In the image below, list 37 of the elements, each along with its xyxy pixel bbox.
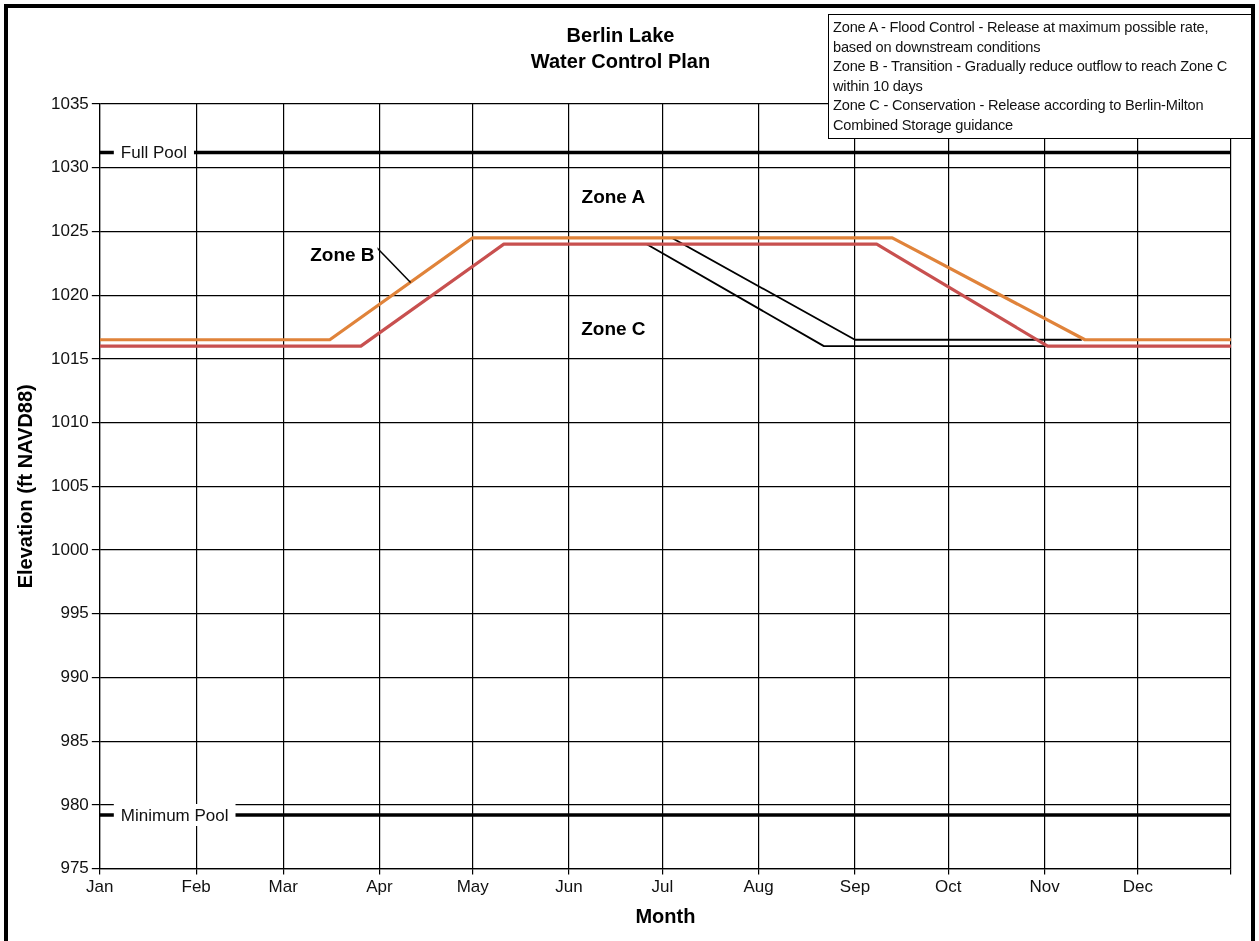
y-tick-label: 1005 [50, 475, 89, 495]
y-tick-label: 1030 [50, 157, 89, 177]
y-tick-label: 1015 [50, 348, 89, 368]
ref-line-label: Minimum Pool [120, 805, 229, 825]
y-tick-label: 975 [60, 858, 89, 878]
annotation: Zone A [581, 186, 646, 208]
annotation: Zone C - Conservation - Release according to Berlin-Milton Combined Storage guidance [833, 96, 1205, 135]
x-tick-label: Sep [839, 877, 871, 897]
ref-line-label: Full Pool [120, 143, 187, 163]
x-tick-label: Mar [268, 877, 299, 897]
y-tick-label: 1025 [50, 221, 89, 241]
x-tick-label: Nov [1029, 877, 1061, 897]
x-tick-label: Oct [934, 877, 962, 897]
x-tick-label: Feb [181, 877, 211, 897]
y-tick-label: 1010 [50, 412, 89, 432]
chart-subtitle: Water Control Plan [530, 49, 711, 72]
x-tick-label: Dec [1122, 877, 1154, 897]
y-tick-label: 1000 [50, 539, 89, 559]
text: Zone A - Flood Control - Release at maximum possible rate, based on downstream conditions [833, 18, 1210, 57]
annotation: Zone C [581, 317, 646, 339]
annotation: Zone B [310, 243, 375, 265]
x-tick-label: Aug [743, 877, 774, 897]
x-tick-label: Jul [651, 877, 674, 897]
text: Zone B - Transition - Gradually reduce outflow to reach Zone C within 10 days [833, 57, 1228, 96]
x-tick-label: Jun [555, 877, 583, 897]
x-axis-title: Month [635, 904, 696, 927]
chart-title: Berlin Lake [566, 23, 675, 46]
y-tick-label: 1035 [50, 93, 89, 113]
x-tick-label: Apr [366, 877, 394, 897]
y-tick-label: 990 [60, 667, 89, 687]
x-tick-label: Jan [86, 877, 114, 897]
y-tick-label: 985 [60, 730, 89, 750]
y-tick-label: 1020 [50, 284, 89, 304]
y-axis-title: Elevation (ft NAVD88) [13, 384, 36, 589]
y-tick-label: 995 [60, 603, 89, 623]
y-tick-label: 980 [60, 794, 89, 814]
x-tick-label: May [456, 877, 490, 897]
